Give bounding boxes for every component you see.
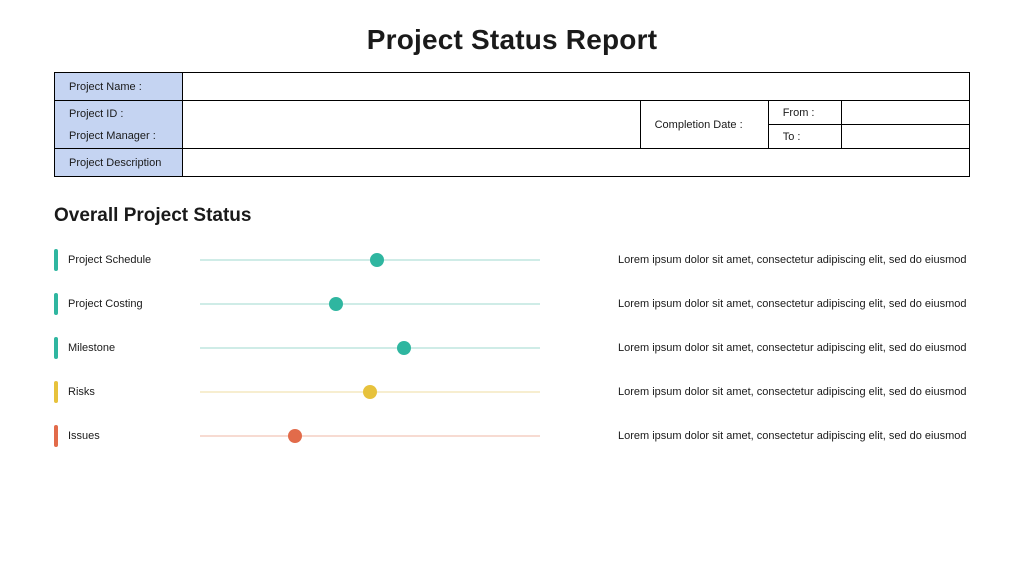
label-project-name: Project Name : (55, 73, 183, 101)
section-title-overall-status: Overall Project Status (54, 205, 970, 227)
slider-dot (370, 253, 384, 267)
status-slider (200, 428, 540, 444)
status-tick (54, 293, 58, 315)
status-row: Milestone Lorem ipsum dolor sit amet, con… (54, 337, 970, 359)
status-label: Issues (68, 430, 200, 442)
meta-row-project-description: Project Description (55, 149, 970, 177)
slider-track (200, 436, 540, 437)
status-slider (200, 384, 540, 400)
value-project-name (183, 73, 970, 101)
status-row: Risks Lorem ipsum dolor sit amet, consect… (54, 381, 970, 403)
label-completion-date: Completion Date : (640, 101, 768, 149)
page-root: Project Status Report Project Name :Proj… (0, 0, 1024, 576)
label-project-description: Project Description (55, 149, 183, 177)
slider-dot (397, 341, 411, 355)
slider-track (200, 348, 540, 349)
status-description: Lorem ipsum dolor sit amet, consectetur … (618, 342, 970, 354)
status-label: Project Schedule (68, 254, 200, 266)
label-from: From : (768, 101, 841, 125)
status-tick (54, 337, 58, 359)
slider-dot (363, 385, 377, 399)
slider-track (200, 304, 540, 305)
meta-table: Project Name :Project ID :Project Manage… (54, 72, 970, 177)
status-slider (200, 252, 540, 268)
label-project-id-manager: Project ID : Project Manager : (55, 101, 183, 149)
value-project-id-manager (183, 101, 641, 149)
label-project-id: Project ID : (69, 108, 168, 120)
status-label: Risks (68, 386, 200, 398)
status-list: Project Schedule Lorem ipsum dolor sit am… (54, 249, 970, 447)
status-description: Lorem ipsum dolor sit amet, consectetur … (618, 298, 970, 310)
label-project-manager: Project Manager : (69, 130, 168, 142)
status-label: Milestone (68, 342, 200, 354)
value-to (841, 125, 969, 149)
value-project-description (183, 149, 970, 177)
label-to: To : (768, 125, 841, 149)
status-tick (54, 425, 58, 447)
status-row: Project Schedule Lorem ipsum dolor sit am… (54, 249, 970, 271)
status-description: Lorem ipsum dolor sit amet, consectetur … (618, 430, 970, 442)
slider-dot (329, 297, 343, 311)
meta-row-id-from: Project ID :Project Manager :Completion … (55, 101, 970, 125)
status-tick (54, 249, 58, 271)
status-slider (200, 340, 540, 356)
status-description: Lorem ipsum dolor sit amet, consectetur … (618, 254, 970, 266)
status-description: Lorem ipsum dolor sit amet, consectetur … (618, 386, 970, 398)
meta-row-project-name: Project Name : (55, 73, 970, 101)
status-tick (54, 381, 58, 403)
status-slider (200, 296, 540, 312)
status-label: Project Costing (68, 298, 200, 310)
value-from (841, 101, 969, 125)
status-row: Issues Lorem ipsum dolor sit amet, consec… (54, 425, 970, 447)
slider-dot (288, 429, 302, 443)
status-row: Project Costing Lorem ipsum dolor sit ame… (54, 293, 970, 315)
page-title: Project Status Report (54, 24, 970, 56)
